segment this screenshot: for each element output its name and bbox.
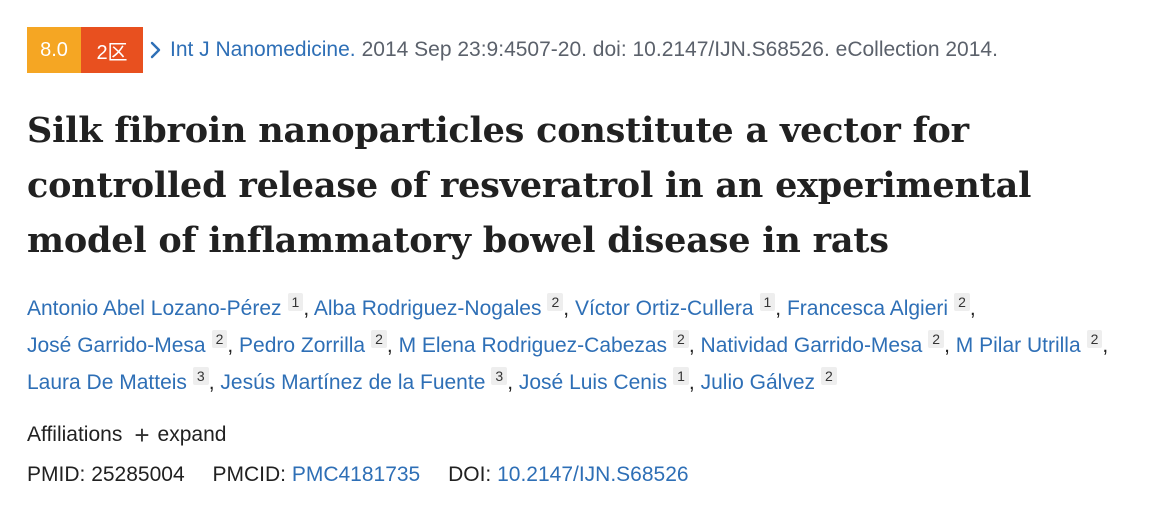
author-name-link[interactable]: M Pilar Utrilla: [955, 334, 1081, 357]
pmcid-link[interactable]: PMC4181735: [291, 463, 421, 486]
author-name-link[interactable]: Jesús Martínez de la Fuente: [220, 371, 486, 394]
chevron-right-icon: [150, 41, 162, 59]
identifiers-row: PMID: 25285004 PMCID: PMC4181735 DOI: 10…: [27, 463, 711, 487]
author-name-link[interactable]: Alba Rodriguez-Nogales: [313, 297, 542, 320]
author-name-link[interactable]: Antonio Abel Lozano-Pérez: [27, 297, 282, 320]
doi-group: DOI: 10.2147/IJN.S68526: [448, 463, 689, 486]
affiliation-number[interactable]: 2: [821, 367, 837, 385]
author-name-link[interactable]: Francesca Algieri: [786, 297, 949, 320]
affiliation-number[interactable]: 2: [547, 293, 564, 311]
author-name-link[interactable]: Pedro Zorrilla: [239, 334, 366, 357]
journal-link[interactable]: Int J Nanomedicine.: [170, 38, 356, 61]
author-separator: ,: [563, 297, 570, 320]
impact-factor-badge: 8.0: [27, 27, 81, 73]
affiliation-number[interactable]: 2: [371, 330, 387, 348]
affiliation-number[interactable]: 2: [673, 330, 689, 348]
affiliation-number[interactable]: 3: [491, 367, 508, 385]
author-name-link[interactable]: Laura De Matteis: [27, 371, 187, 394]
author-separator: ,: [688, 371, 695, 394]
author-name-link[interactable]: Julio Gálvez: [700, 371, 815, 394]
expand-label: expand: [157, 423, 227, 446]
authors-list: Antonio Abel Lozano-Pérez 1, Alba Rodrigu…: [27, 290, 1147, 401]
author-separator: ,: [775, 297, 782, 320]
author-item: José Garrido-Mesa 2,: [27, 330, 234, 357]
expand-affiliations-button[interactable]: + expand: [134, 420, 227, 450]
affiliation-number[interactable]: 2: [1086, 330, 1103, 348]
affiliation-number[interactable]: 3: [192, 367, 209, 385]
affiliation-number[interactable]: 1: [759, 293, 776, 311]
author-name-link[interactable]: M Elena Rodriguez-Cabezas: [398, 334, 668, 357]
author-item: Jesús Martínez de la Fuente 3,: [220, 367, 514, 394]
author-item: Natividad Garrido-Mesa 2,: [700, 330, 950, 357]
author-item: José Luis Cenis 1,: [518, 367, 695, 394]
author-separator: ,: [507, 371, 514, 394]
author-separator: ,: [227, 334, 234, 357]
citation-row: 8.0 2区 Int J Nanomedicine. 2014 Sep 23:9…: [27, 27, 998, 73]
affiliation-number[interactable]: 2: [928, 330, 945, 348]
author-separator: ,: [944, 334, 950, 357]
pmid-group: PMID: 25285004: [27, 463, 190, 486]
author-item: Francesca Algieri 2,: [786, 293, 976, 320]
affiliation-number[interactable]: 2: [211, 330, 228, 348]
author-item: Víctor Ortiz-Cullera 1,: [574, 293, 782, 320]
zone-badge: 2区: [81, 27, 143, 73]
author-item: Alba Rodriguez-Nogales 2,: [313, 293, 570, 320]
author-separator: ,: [688, 334, 695, 357]
author-item: Laura De Matteis 3,: [27, 367, 215, 394]
author-separator: ,: [208, 371, 215, 394]
author-separator: ,: [386, 334, 393, 357]
author-separator: ,: [969, 297, 976, 320]
author-item: M Elena Rodriguez-Cabezas 2,: [398, 330, 695, 357]
author-item: M Pilar Utrilla 2,: [955, 330, 1109, 357]
author-name-link[interactable]: Natividad Garrido-Mesa: [700, 334, 923, 357]
author-name-link[interactable]: José Garrido-Mesa: [27, 334, 206, 357]
pmcid-group: PMCID: PMC4181735: [212, 463, 426, 486]
affiliations-row: Affiliations + expand: [27, 420, 227, 450]
pmid-label: PMID:: [27, 463, 86, 486]
citation-details: 2014 Sep 23:9:4507-20. doi: 10.2147/IJN.…: [361, 38, 998, 61]
author-name-link[interactable]: José Luis Cenis: [518, 371, 668, 394]
author-item: Julio Gálvez 2: [700, 367, 837, 394]
author-separator: ,: [1102, 334, 1109, 357]
affiliation-number[interactable]: 2: [954, 293, 970, 311]
plus-icon: +: [134, 420, 150, 450]
affiliation-number[interactable]: 1: [673, 367, 689, 385]
doi-label: DOI:: [448, 463, 492, 486]
author-item: Pedro Zorrilla 2,: [239, 330, 393, 357]
article-title: Silk fibroin nanoparticles constitute a …: [27, 110, 1032, 261]
author-item: Antonio Abel Lozano-Pérez 1,: [27, 293, 310, 320]
author-name-link[interactable]: Víctor Ortiz-Cullera: [574, 297, 754, 320]
pmid-value: 25285004: [91, 463, 185, 486]
doi-link[interactable]: 10.2147/IJN.S68526: [497, 463, 689, 486]
affiliation-number[interactable]: 1: [287, 293, 304, 311]
affiliations-label: Affiliations: [27, 423, 123, 446]
pmcid-label: PMCID:: [212, 463, 286, 486]
author-separator: ,: [303, 297, 310, 320]
